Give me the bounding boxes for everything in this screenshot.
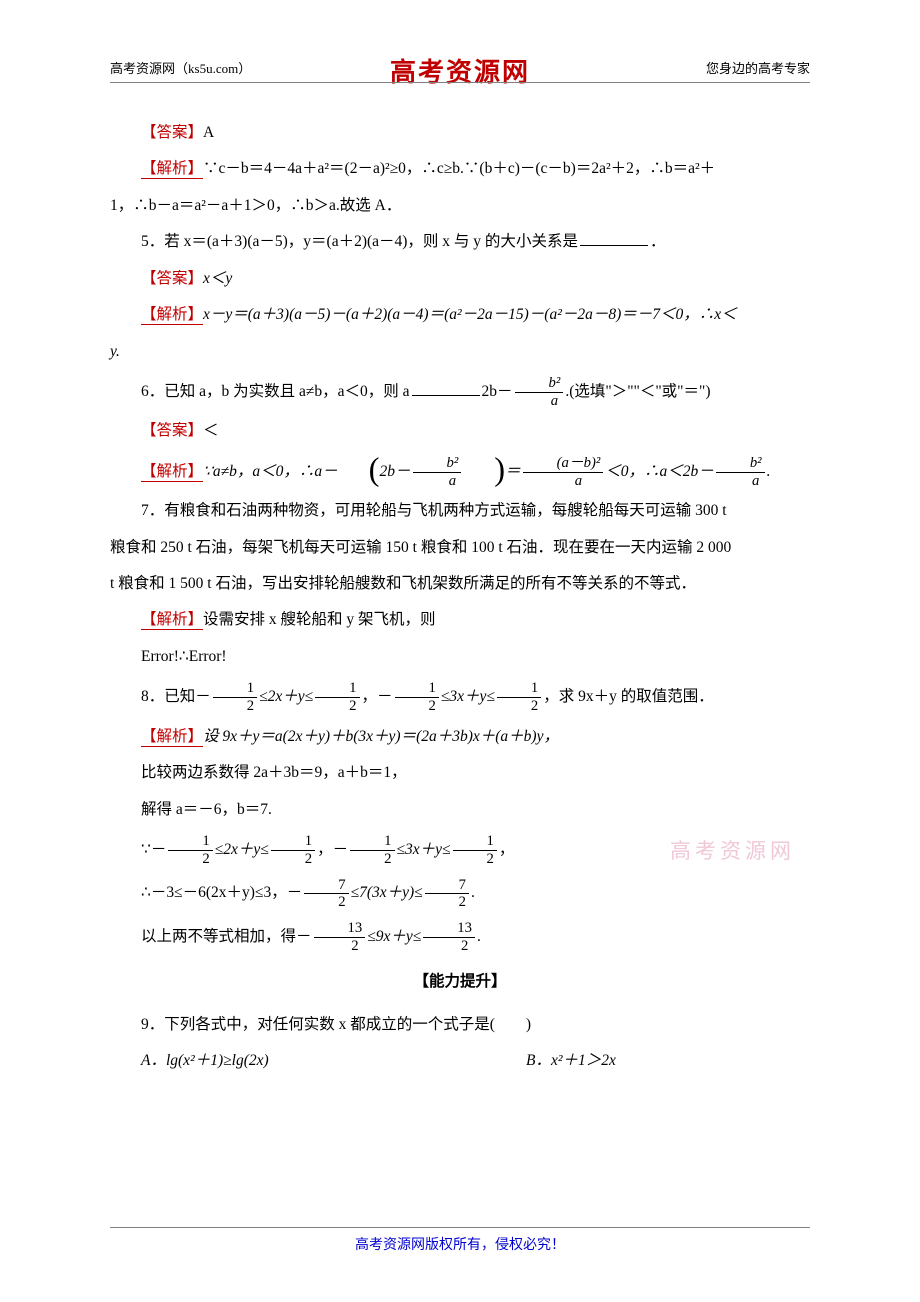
q6-mid1: 2b－ <box>379 463 410 480</box>
q4-analysis-label: 【解析】 <box>141 160 203 179</box>
q6-stem-1: 6．已知 a，b 为实数且 a≠b，a＜0，则 a <box>141 383 410 400</box>
q7-analysis: 设需安排 x 艘轮船和 y 架飞机，则 <box>203 611 436 628</box>
q8-a5-pre: ∴－3≤－6(2x＋y)≤3，－ <box>141 884 302 901</box>
q8-a4-f1: 12 <box>168 834 212 866</box>
q5-analysis-2: y. <box>110 334 810 370</box>
q8-a2: 比较两边系数得 2a＋3b＝9，a＋b＝1， <box>110 755 810 791</box>
q6-frac-2: b²a <box>413 456 462 488</box>
q6-answer-value: ＜ <box>203 422 219 439</box>
q9-optA: A．lg(x²＋1)≥lg(2x) <box>110 1043 495 1079</box>
q6-stem-3: .(选填"＞""＜"或"＝") <box>565 383 710 400</box>
q6-lt: ＜0，∴a＜2b－ <box>605 463 714 480</box>
q7-line3: t 粮食和 1 500 t 石油，写出安排轮船艘数和飞机架数所满足的所有不等关系… <box>110 566 810 602</box>
site-name: 高考资源网 <box>110 61 175 76</box>
q8-f1: 12 <box>213 681 257 713</box>
q8-a5-f1: 72 <box>304 878 348 910</box>
q8-a4-f2: 12 <box>271 834 315 866</box>
q8-a4-end: ， <box>499 841 515 858</box>
q6-frac-3: (a－b)²a <box>523 456 604 488</box>
q5-period: ． <box>650 233 666 250</box>
q8-a4-m3: ≤3x＋y≤ <box>397 841 451 858</box>
q8-a4-pre: ∵－ <box>141 841 166 858</box>
q8-a5-f2: 72 <box>425 878 469 910</box>
site-url: （ks5u.com） <box>175 61 251 76</box>
q8-m2: ，－ <box>362 688 393 705</box>
q6-analysis-label: 【解析】 <box>141 463 203 482</box>
q6-eq: ＝ <box>505 463 521 480</box>
q5-answer-label: 【答案】 <box>141 270 203 287</box>
q8-f2: 12 <box>315 681 359 713</box>
q4-analysis-1: ∵c－b＝4－4a＋a²＝(2－a)²≥0，∴c≥b.∵(b＋c)－(c－b)＝… <box>203 160 715 177</box>
q7-line1: 7．有粮食和石油两种物资，可用轮船与飞机两种方式运输，每艘轮船每天可运输 300… <box>110 493 810 529</box>
q8-a1: 设 9x＋y＝a(2x＋y)＋b(3x＋y)＝(2a＋3b)x＋(a＋b)y， <box>203 728 559 745</box>
q8-pre: 8．已知－ <box>141 688 211 705</box>
q8-f3: 12 <box>395 681 439 713</box>
header-right: 您身边的高考专家 <box>706 58 810 77</box>
q6-frac-4: b²a <box>716 456 765 488</box>
q8-a6-mid: ≤9x＋y≤ <box>367 928 421 945</box>
q5-analysis-label: 【解析】 <box>141 306 203 325</box>
q7-error: Error!∴Error! <box>110 639 810 675</box>
q8-f4: 12 <box>497 681 541 713</box>
q6-a1: ∵a≠b，a＜0，∴a－ <box>203 463 338 480</box>
q6-stem-2: 2b－ <box>482 383 513 400</box>
q8-a4-m2: ，－ <box>317 841 348 858</box>
q8-a6-f1: 132 <box>314 921 366 953</box>
footer-rule <box>110 1227 810 1228</box>
q8-a4-m1: ≤2x＋y≤ <box>215 841 269 858</box>
q8-a5-end: . <box>471 884 475 901</box>
rparen-icon: ) <box>463 457 505 483</box>
q4-answer-label: 【答案】 <box>141 124 203 141</box>
q4-answer-value: A <box>203 124 214 141</box>
q8-a6-f2: 132 <box>423 921 475 953</box>
q7-line2: 粮食和 250 t 石油，每架飞机每天可运输 150 t 粮食和 100 t 石… <box>110 530 810 566</box>
q8-m1: ≤2x＋y≤ <box>259 688 313 705</box>
q8-a6-end: . <box>477 928 481 945</box>
lparen-icon: ( <box>338 457 380 483</box>
q8-suf: ，求 9x＋y 的取值范围． <box>543 688 714 705</box>
q6-blank <box>412 380 480 396</box>
q5-answer-value: x＜y <box>203 270 232 287</box>
section-title: 【能力提升】 <box>110 964 810 1000</box>
q5-analysis-1: x－y＝(a＋3)(a－5)－(a＋2)(a－4)＝(a²－2a－15)－(a²… <box>203 306 737 323</box>
q4-analysis-2: 1，∴b－a＝a²－a＋1＞0，∴b＞a.故选 A． <box>110 188 810 224</box>
q9-options: A．lg(x²＋1)≥lg(2x) B．x²＋1＞2x <box>110 1043 810 1079</box>
q8-a3: 解得 a＝－6，b＝7. <box>110 792 810 828</box>
q9-optB: B．x²＋1＞2x <box>495 1043 810 1079</box>
q8-m3: ≤3x＋y≤ <box>441 688 495 705</box>
q6-frac-1: b²a <box>515 376 564 408</box>
q5-stem: 5．若 x＝(a＋3)(a－5)，y＝(a＋2)(a－4)，则 x 与 y 的大… <box>141 233 578 250</box>
q5-blank <box>580 231 648 247</box>
header-center: 高考资源网 <box>390 52 530 89</box>
header-left: 高考资源网（ks5u.com） <box>110 58 251 77</box>
q9-stem: 9．下列各式中，对任何实数 x 都成立的一个式子是( ) <box>110 1007 810 1043</box>
q7-analysis-label: 【解析】 <box>141 611 203 630</box>
page-content: 【答案】A 【解析】∵c－b＝4－4a＋a²＝(2－a)²≥0，∴c≥b.∵(b… <box>110 115 810 1079</box>
q8-a4-f4: 12 <box>453 834 497 866</box>
q8-a5-mid: ≤7(3x＋y)≤ <box>351 884 423 901</box>
q6-answer-label: 【答案】 <box>141 422 203 439</box>
header-rule <box>110 82 810 83</box>
q8-analysis-label: 【解析】 <box>141 728 203 747</box>
footer-text: 高考资源网版权所有，侵权必究！ <box>0 1234 920 1254</box>
q6-end: . <box>767 463 771 480</box>
q8-a6-pre: 以上两不等式相加，得－ <box>141 928 312 945</box>
q8-a4-f3: 12 <box>350 834 394 866</box>
